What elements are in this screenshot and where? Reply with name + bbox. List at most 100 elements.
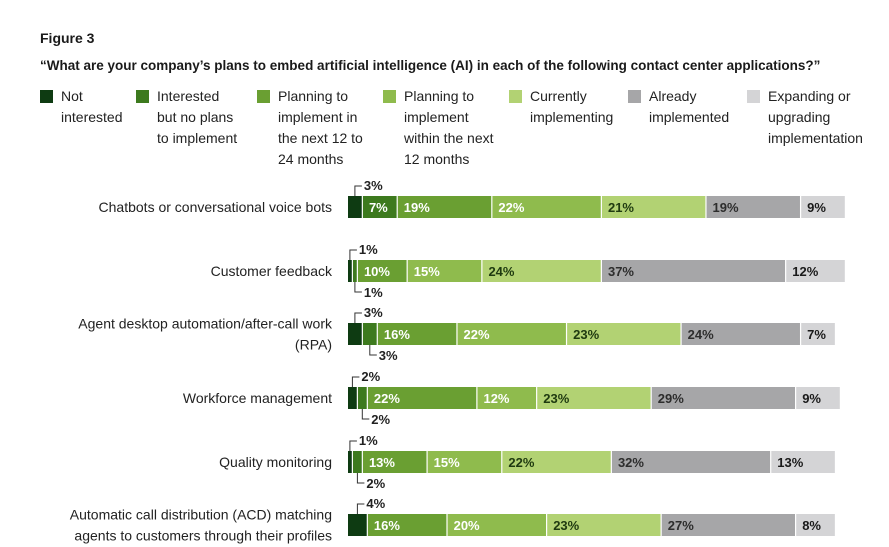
bar-segment [661, 514, 795, 536]
legend-label: Planning to implement in the next 12 to … [278, 88, 363, 167]
bar-segment [601, 260, 786, 282]
legend-label: Expanding or upgrading implementation [768, 88, 863, 146]
chart-question: “What are your company’s plans to embed … [40, 58, 821, 73]
data-label: 7% [369, 200, 388, 215]
bar-segment [362, 451, 427, 473]
bar-segment [681, 323, 800, 345]
bar-segment [352, 451, 362, 473]
data-label: 1% [359, 433, 378, 448]
legend-swatch [257, 90, 270, 103]
bar-segment [447, 514, 546, 536]
data-label: 3% [364, 178, 383, 193]
data-label: 19% [404, 200, 430, 215]
data-label: 2% [366, 476, 385, 491]
category-label: Agent desktop automation/after-call work… [78, 316, 333, 353]
data-label: 32% [618, 455, 644, 470]
legend-label: Planning to implement within the next 12… [404, 88, 494, 167]
bar-segment [348, 514, 367, 536]
bar-segment [502, 451, 611, 473]
bar-segment [348, 260, 352, 282]
data-label: 21% [608, 200, 634, 215]
legend-swatch [383, 90, 396, 103]
data-label: 8% [802, 518, 821, 533]
bar-segment [801, 323, 835, 345]
callout-line [361, 409, 370, 420]
bar-segment [367, 514, 447, 536]
data-label: 9% [807, 200, 826, 215]
legend-swatch [747, 90, 760, 103]
category-label: Quality monitoring [219, 454, 332, 470]
data-label: 22% [508, 455, 534, 470]
callout-line [354, 312, 362, 323]
callout-line [369, 345, 377, 356]
data-label: 2% [371, 412, 390, 427]
bar-segment [482, 260, 601, 282]
bar-segment [427, 451, 502, 473]
data-label: 19% [713, 200, 739, 215]
data-label: 23% [573, 327, 599, 342]
bar-segment [492, 196, 601, 218]
legend-swatch [628, 90, 641, 103]
data-label: 10% [364, 264, 390, 279]
bar-segment [771, 451, 835, 473]
data-label: 24% [688, 327, 714, 342]
data-label: 16% [384, 327, 410, 342]
data-label: 3% [364, 305, 383, 320]
data-label: 22% [374, 391, 400, 406]
bar-segment [537, 387, 651, 409]
category-label: Automatic call distribution (ACD) matchi… [70, 507, 332, 544]
bar-segment [801, 196, 845, 218]
bar-segment [357, 260, 407, 282]
callout-line [354, 185, 362, 196]
bar-segment [367, 387, 477, 409]
legend-swatch [40, 90, 53, 103]
bar-segment [786, 260, 845, 282]
bar-segment [796, 514, 835, 536]
bar-segment [357, 387, 367, 409]
bar-segment [348, 323, 362, 345]
legend-item-interested-no-plans: Interested but no plans to implement [136, 86, 237, 149]
bar-segment [352, 260, 357, 282]
bar-segment [547, 514, 661, 536]
callout-line [354, 282, 362, 293]
legend-label: Already implemented [649, 88, 730, 125]
bar-segment [796, 387, 840, 409]
callout-line [349, 440, 357, 451]
bar-segment [348, 451, 352, 473]
bar-segment [457, 323, 566, 345]
data-label: 27% [668, 518, 694, 533]
data-label: 37% [608, 264, 634, 279]
bar-segment [601, 196, 706, 218]
data-label: 2% [361, 369, 380, 384]
bar-segment [407, 260, 482, 282]
legend-item-not-interested: Not interested [40, 86, 122, 128]
data-label: 29% [658, 391, 684, 406]
data-label: 7% [807, 327, 826, 342]
data-label: 3% [379, 348, 398, 363]
legend-item-planning-12: Planning to implement within the next 12… [383, 86, 494, 170]
data-label: 12% [483, 391, 509, 406]
bar-segment [477, 387, 537, 409]
data-label: 9% [802, 391, 821, 406]
data-label: 12% [792, 264, 818, 279]
data-label: 1% [359, 242, 378, 257]
data-label: 13% [777, 455, 803, 470]
callout-line [351, 376, 360, 387]
bar-segment [611, 451, 771, 473]
category-label: Customer feedback [211, 263, 333, 279]
bar-segment [362, 196, 397, 218]
data-label: 22% [464, 327, 490, 342]
legend-swatch [136, 90, 149, 103]
legend-item-planning-12-24: Planning to implement in the next 12 to … [257, 86, 363, 170]
legend-label: Currently implementing [530, 88, 614, 125]
category-label: Chatbots or conversational voice bots [99, 199, 332, 215]
data-label: 23% [543, 391, 569, 406]
legend-item-currently-implementing: Currently implementing [509, 86, 613, 128]
callout-line [349, 249, 357, 260]
bar-segment [651, 387, 795, 409]
bar-segment [348, 387, 357, 409]
legend-swatch [509, 90, 522, 103]
legend-label: Interested but no plans to implement [157, 88, 238, 146]
data-label: 1% [364, 285, 383, 300]
